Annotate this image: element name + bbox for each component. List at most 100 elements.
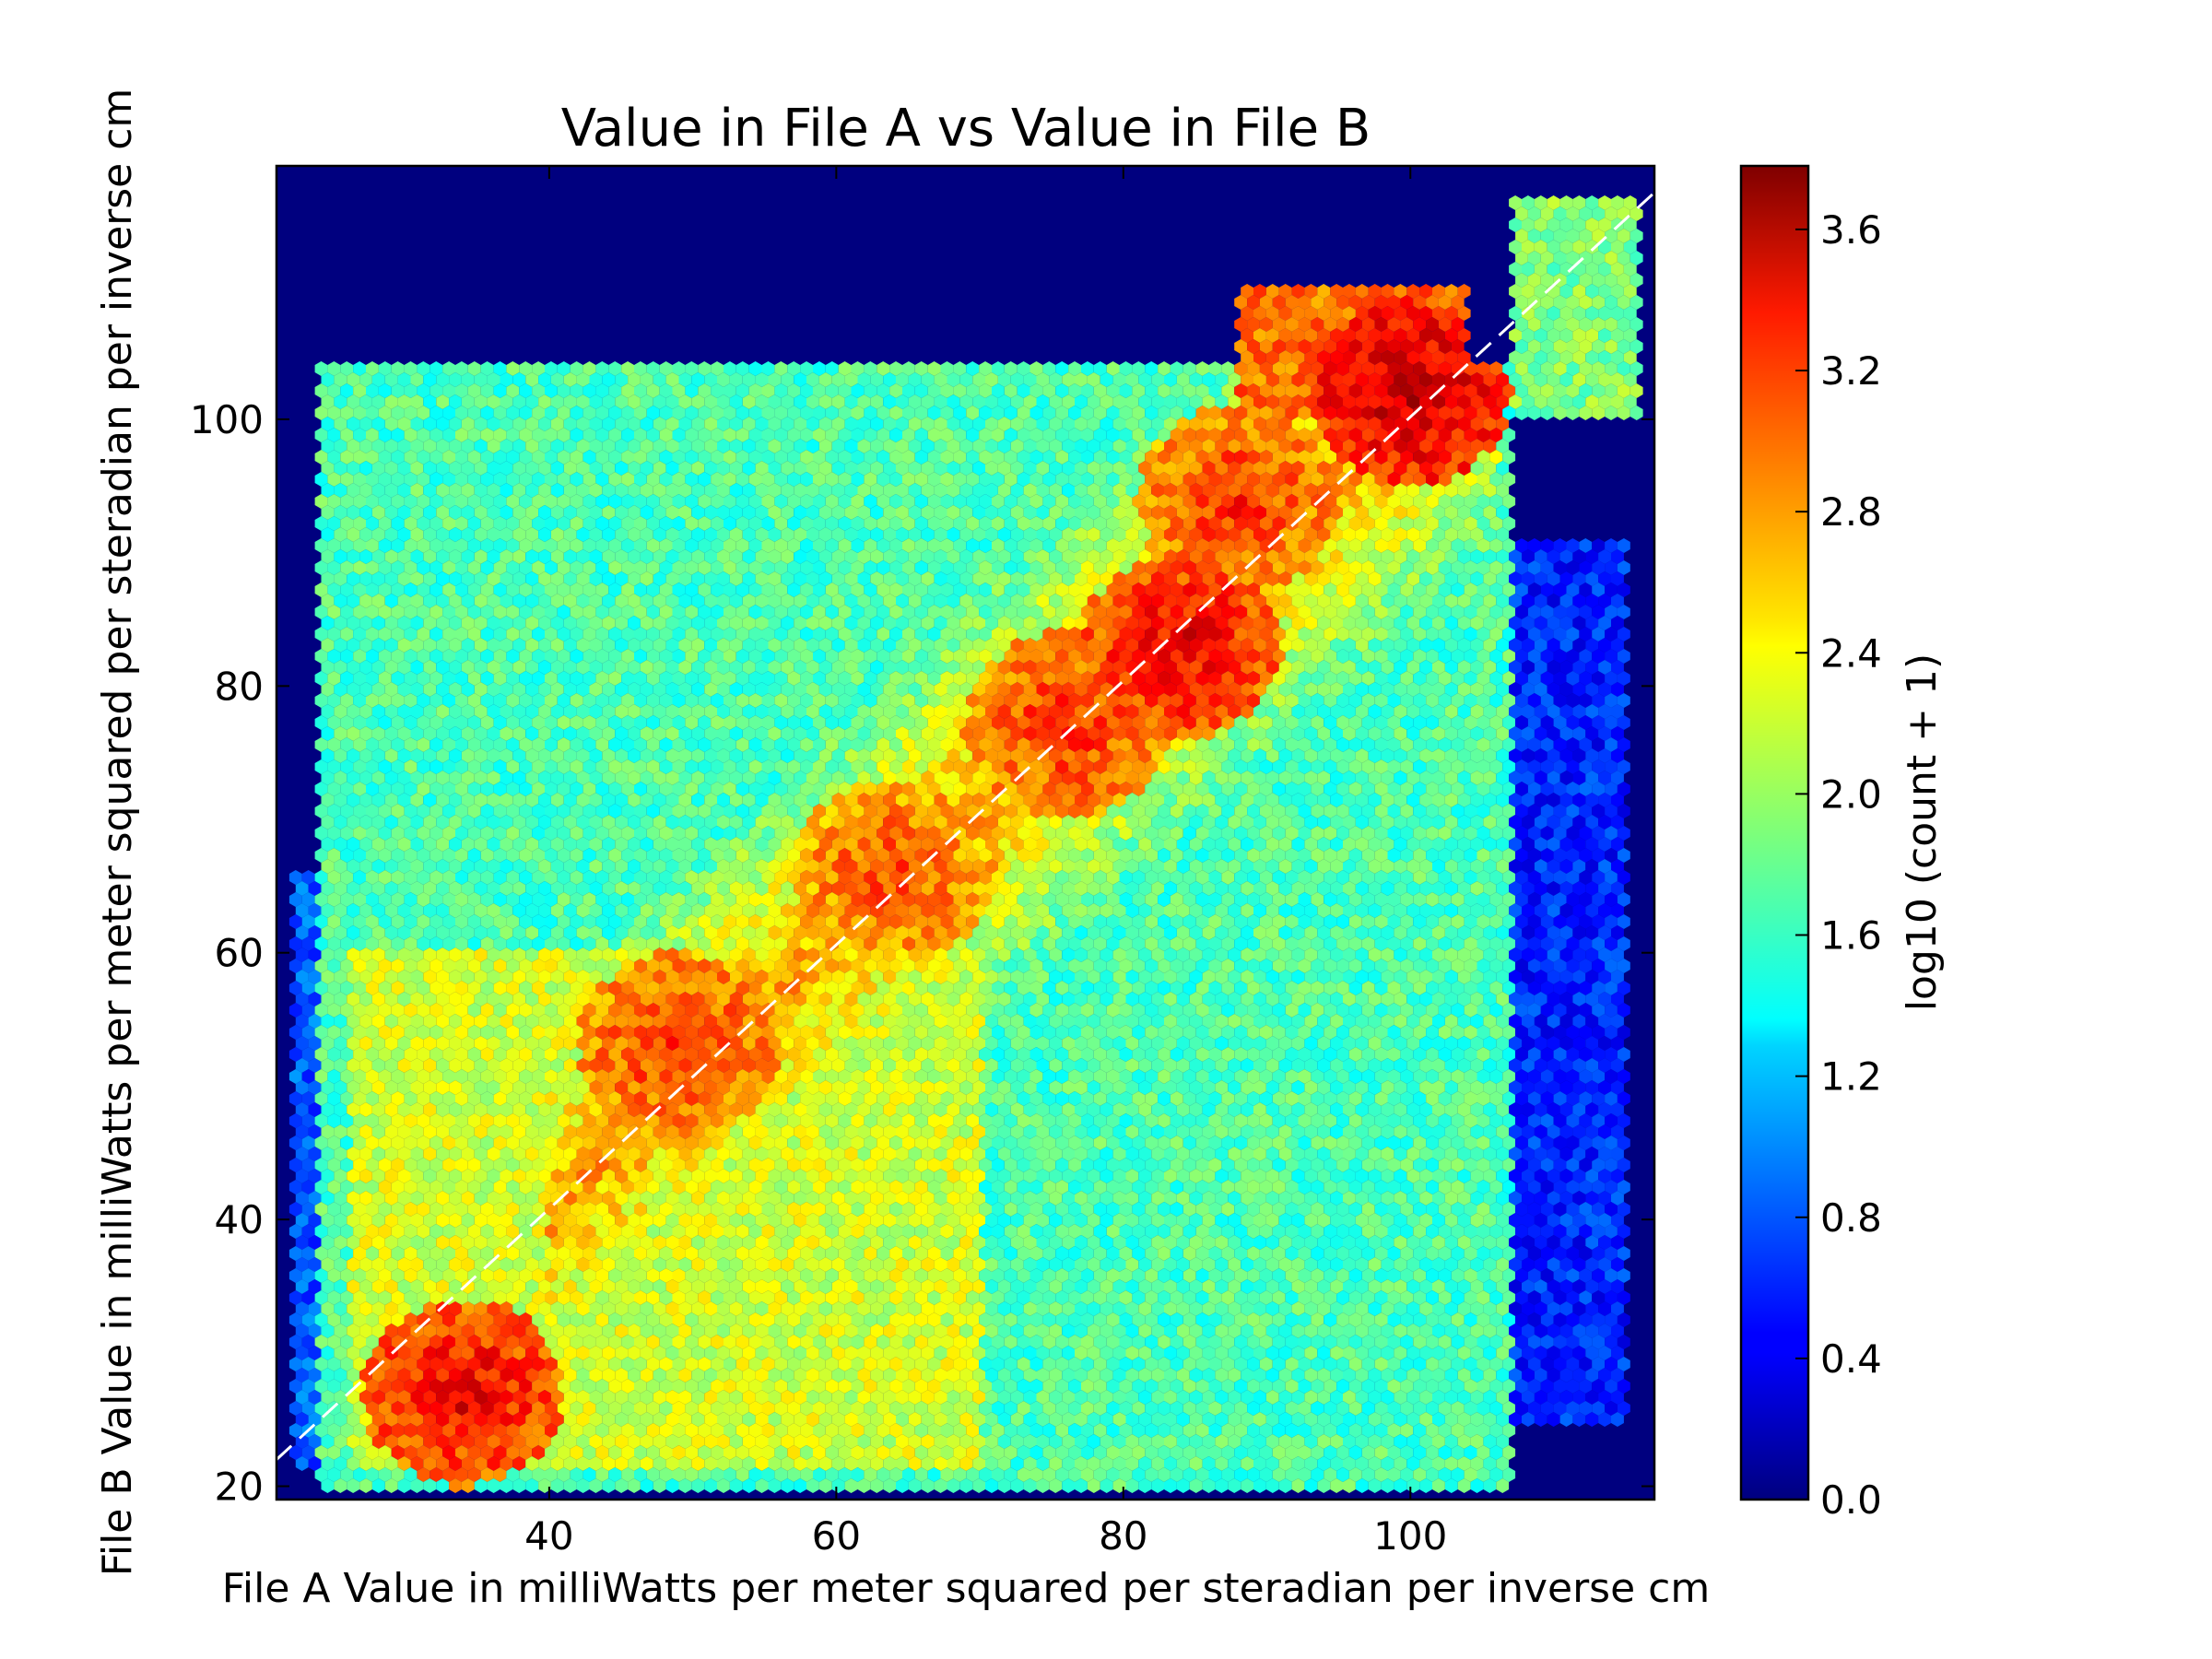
hexbin-cell	[1336, 361, 1349, 376]
hexbin-cell	[908, 372, 922, 387]
hexbin-cell	[634, 361, 647, 376]
hexbin-cell	[1559, 262, 1573, 276]
hexbin-cell	[1291, 350, 1305, 365]
hexbin-cell	[781, 372, 794, 387]
hexbin-cell	[1112, 372, 1126, 387]
hexbin-cell	[1406, 306, 1420, 321]
hexbin-cell	[1132, 361, 1146, 376]
hexbin-cell	[1324, 295, 1337, 310]
hexbin-cell	[966, 361, 980, 376]
hexbin-cell	[1093, 361, 1107, 376]
hexbin-cell	[774, 361, 788, 376]
hexbin-cell	[1585, 262, 1599, 276]
hexbin-cell	[1483, 372, 1497, 387]
hexbin-cell	[545, 361, 558, 376]
hexbin-cell	[1623, 306, 1637, 321]
hexbin-cell	[1406, 350, 1420, 365]
hexbin-cell	[378, 383, 392, 398]
hexbin-cell	[1623, 350, 1637, 365]
hexbin-cell	[1605, 361, 1618, 376]
hexbin-cell	[940, 361, 954, 376]
hexbin-cell	[1413, 361, 1427, 376]
hexbin-cell	[1566, 317, 1580, 332]
hexbin-cell	[1527, 361, 1541, 376]
hexbin-cell	[1202, 372, 1216, 387]
hexbin-cell	[870, 372, 884, 387]
hexbin-cell	[1119, 383, 1133, 398]
hexbin-cell	[1374, 317, 1388, 332]
hexbin-cell	[672, 361, 686, 376]
hexbin-cell	[1036, 372, 1050, 387]
hexbin-cell	[1330, 372, 1343, 387]
hexbin-cell	[1253, 350, 1266, 365]
hexbin-cell	[1585, 284, 1599, 299]
hexbin-cell	[698, 361, 712, 376]
hexbin-cell	[1017, 361, 1030, 376]
hexbin-cell	[1559, 284, 1573, 299]
hexbin-cell	[582, 383, 596, 398]
hexbin-cell	[1195, 361, 1209, 376]
hexbin-cell	[1017, 383, 1030, 398]
hexbin-cell	[1081, 383, 1094, 398]
hexbin-cell	[947, 372, 960, 387]
hexbin-cell	[455, 361, 468, 376]
hexbin-cell	[742, 372, 756, 387]
hexbin-cell	[813, 361, 826, 376]
hexbin-cell	[384, 372, 398, 387]
hexbin-cell	[1361, 295, 1375, 310]
hexbin-cell	[1400, 361, 1414, 376]
hexbin-cell	[1381, 328, 1394, 343]
hexbin-cell	[1387, 339, 1401, 354]
hexbin-cell	[1572, 240, 1586, 254]
hexbin-cell	[493, 361, 507, 376]
hexbin-cell	[1368, 372, 1382, 387]
hexbin-cell	[1272, 339, 1286, 354]
hexbin-cell	[1361, 339, 1375, 354]
hexbin-cell	[1585, 350, 1599, 365]
hexbin-cell	[1527, 229, 1541, 243]
hexbin-cell	[1623, 195, 1637, 210]
hexbin-cell	[1585, 306, 1599, 321]
hexbin-cell	[1515, 273, 1528, 288]
hexbin-cell	[500, 372, 513, 387]
hexbin-cell	[1361, 317, 1375, 332]
hexbin-cell	[449, 372, 462, 387]
hexbin-cell	[1406, 372, 1420, 387]
hexbin-cell	[576, 372, 590, 387]
hexbin-cell	[992, 383, 1005, 398]
hexbin-cell	[1330, 350, 1343, 365]
hexbin-cell	[724, 383, 736, 398]
hexbin-cell	[927, 361, 941, 376]
hexbin-cell	[1241, 328, 1253, 343]
hexbin-cell	[1502, 383, 1516, 398]
hexbin-cell	[1049, 372, 1063, 387]
hexbin-cell	[1547, 195, 1560, 210]
hexbin-cell	[1106, 383, 1120, 398]
hexbin-cell	[1522, 306, 1535, 321]
hexbin-cell	[1413, 383, 1427, 398]
hexbin-cell	[1566, 206, 1580, 221]
hexbin-cell	[1527, 383, 1541, 398]
hexbin-cell	[1522, 284, 1535, 299]
hexbin-cell	[818, 372, 832, 387]
hexbin-cell	[334, 372, 347, 387]
hexbin-cell	[1534, 328, 1547, 343]
hexbin-cell	[1553, 361, 1567, 376]
hexbin-cell	[1241, 372, 1253, 387]
hexbin-cell	[602, 372, 616, 387]
hexbin-cell	[1617, 251, 1630, 265]
hexbin-cell	[857, 372, 871, 387]
hexbin-cell	[1247, 317, 1260, 332]
hexbin-cell	[1272, 383, 1286, 398]
hexbin-cell	[1566, 251, 1580, 265]
hexbin-cell	[1426, 295, 1439, 310]
hexbin-cell	[1579, 229, 1593, 243]
hexbin-cell	[1527, 206, 1541, 221]
hexbin-cell	[1534, 262, 1547, 276]
hexbin-cell	[653, 372, 666, 387]
hexbin-cell	[1617, 339, 1630, 354]
hexbin-cell	[1534, 372, 1547, 387]
hexbin-cell	[1272, 317, 1286, 332]
hexbin-cell	[1611, 284, 1624, 299]
hexbin-cell	[1502, 361, 1516, 376]
